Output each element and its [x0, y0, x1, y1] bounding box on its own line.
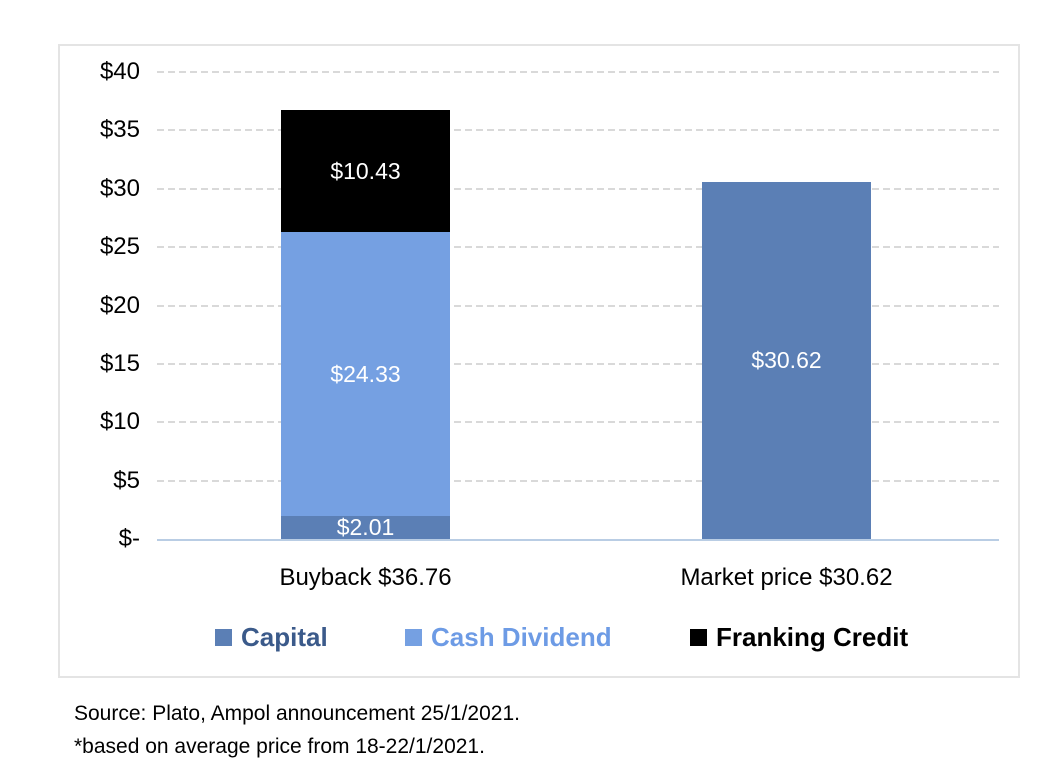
- category-label-buyback: Buyback $36.76: [279, 564, 452, 591]
- cash-dividend-swatch-icon: [405, 629, 422, 646]
- category-label-market-price: Market price $30.62: [680, 564, 893, 591]
- y-axis-tick-label: $5: [113, 467, 140, 494]
- gridline: [157, 305, 999, 307]
- legend-item-cash-dividend: Cash Dividend: [405, 622, 612, 653]
- buyback-bar: $10.43 $24.33 $2.01: [281, 110, 450, 540]
- legend-item-franking-credit: Franking Credit: [690, 622, 908, 653]
- franking-credit-swatch-icon: [690, 629, 707, 646]
- legend-label-franking-credit: Franking Credit: [716, 622, 909, 652]
- y-axis-tick-label: $30: [99, 175, 140, 202]
- y-axis-tick-label: $10: [99, 408, 140, 435]
- data-label: $24.33: [330, 360, 401, 387]
- x-axis-line: [157, 539, 999, 541]
- footnote-price-basis: *based on average price from 18-22/1/202…: [74, 735, 485, 758]
- market-price-bar: $30.62: [702, 182, 871, 539]
- y-axis-tick-label: $20: [99, 292, 140, 319]
- buyback-franking-credit-segment: $10.43: [281, 110, 450, 232]
- gridline: [157, 188, 999, 190]
- chart-container: $40 $35 $30 $25 $20 $15 $10 $5 $- $10.43…: [58, 44, 1020, 678]
- legend-item-capital: Capital: [215, 622, 328, 653]
- y-axis-tick-label: $15: [99, 350, 140, 377]
- legend-label-capital: Capital: [241, 622, 328, 652]
- gridline: [157, 421, 999, 423]
- market-price-segment: $30.62: [702, 182, 871, 539]
- y-axis-tick-label: $35: [99, 116, 140, 143]
- footnote-source: Source: Plato, Ampol announcement 25/1/2…: [74, 702, 520, 725]
- y-axis-tick-label: $25: [99, 233, 140, 260]
- capital-swatch-icon: [215, 629, 232, 646]
- buyback-cash-dividend-segment: $24.33: [281, 232, 450, 516]
- gridline: [157, 246, 999, 248]
- y-axis-tick-label: $-: [118, 525, 140, 552]
- y-axis-tick-label: $40: [99, 58, 140, 85]
- gridline: [157, 71, 999, 73]
- data-label: $2.01: [336, 514, 395, 540]
- data-label: $10.43: [330, 157, 401, 184]
- legend-label-cash-dividend: Cash Dividend: [431, 622, 612, 652]
- gridline: [157, 129, 999, 131]
- gridline: [157, 480, 999, 482]
- data-label: $30.62: [751, 347, 822, 373]
- gridline: [157, 363, 999, 365]
- buyback-capital-segment: $2.01: [281, 514, 450, 540]
